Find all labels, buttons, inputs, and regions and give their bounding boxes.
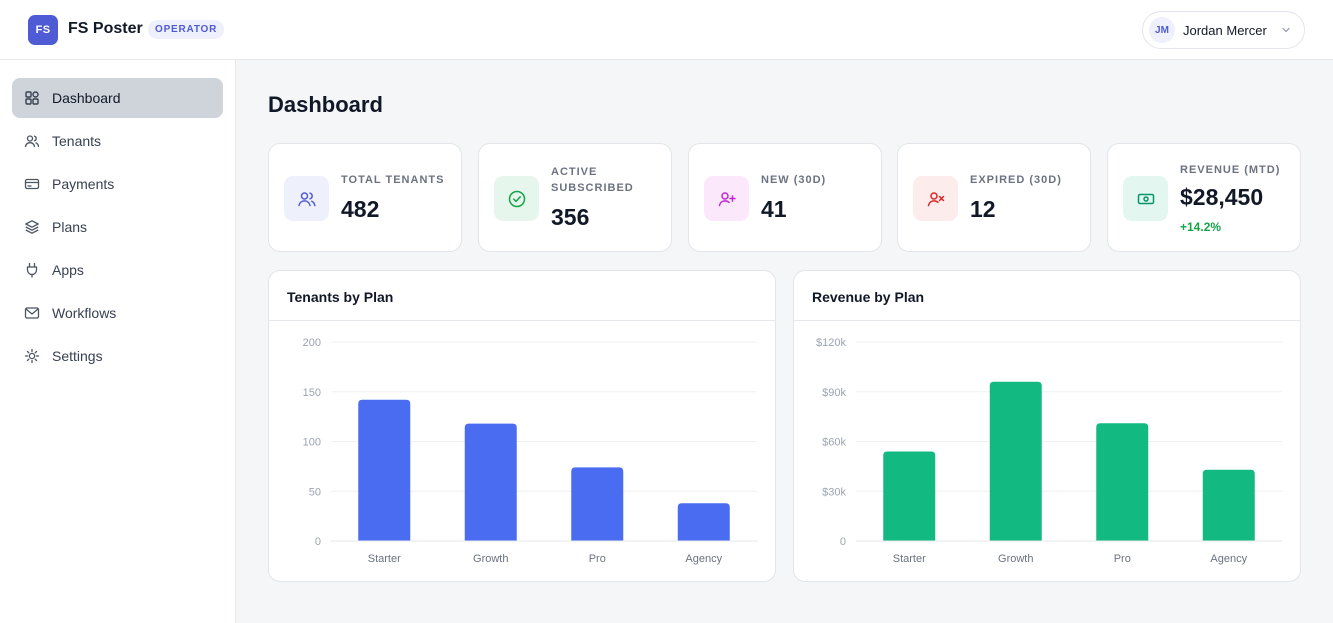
app-logo[interactable]: FS — [28, 15, 58, 45]
stat-label: TOTAL TENANTS — [341, 174, 445, 186]
revenue-by-plan-chart: 0 $30k $60k $90k $120k Starter Growth Pro Agency — [816, 337, 1282, 565]
stat-delta: +14.2% — [1180, 220, 1222, 234]
x-tick-label: Agency — [685, 553, 722, 565]
top-bar: FS FS Poster OPERATOR JM Jordan Mercer — [0, 0, 1333, 60]
sidebar-item-plans[interactable]: Plans — [12, 207, 223, 247]
chart-card-revenue-by-plan: Revenue by Plan 0 $30k $60k $90k $120k Starte… — [793, 270, 1301, 582]
y-tick-label: $60k — [822, 437, 846, 449]
chart-title: Tenants by Plan — [269, 271, 775, 321]
stat-value: 356 — [551, 204, 590, 230]
sidebar-item-label: Plans — [52, 219, 88, 235]
y-tick-label: $120k — [816, 337, 846, 349]
stat-icon-box — [704, 176, 749, 221]
stat-icon-box — [494, 176, 539, 221]
x-tick-label: Pro — [589, 553, 606, 565]
x-tick-label: Growth — [998, 553, 1033, 565]
sidebar-item-label: Workflows — [52, 305, 117, 321]
stat-value: 12 — [970, 196, 996, 222]
users-icon — [297, 191, 316, 206]
x-tick-label: Growth — [473, 553, 508, 565]
layers-icon — [25, 220, 39, 234]
page-title: Dashboard — [268, 92, 383, 117]
x-tick-label: Starter — [368, 553, 401, 565]
x-tick-label: Pro — [1114, 553, 1131, 565]
y-tick-label: 50 — [309, 486, 321, 498]
stat-label: REVENUE (MTD) — [1180, 164, 1281, 176]
stat-icon-box — [284, 176, 329, 221]
stat-label: NEW (30D) — [761, 174, 827, 186]
bar-starter[interactable] — [358, 399, 411, 541]
chart-card-tenants-by-plan: Tenants by Plan 0 50 100 150 200 Starter Growt… — [268, 270, 776, 582]
banknote-icon — [1137, 193, 1154, 204]
sidebar-item-apps[interactable]: Apps — [12, 250, 223, 290]
bar-pro[interactable] — [1096, 423, 1149, 541]
stat-label: EXPIRED (30D) — [970, 174, 1062, 186]
sidebar-item-label: Payments — [52, 176, 115, 192]
stat-card-expired-30d: EXPIRED (30D) 12 — [897, 143, 1091, 252]
check-circle-icon — [508, 190, 525, 207]
y-tick-label: $30k — [822, 486, 846, 498]
y-tick-label: 150 — [303, 387, 321, 399]
sidebar-item-tenants[interactable]: Tenants — [12, 121, 223, 161]
stat-value: 482 — [341, 196, 380, 222]
user-plus-icon — [718, 191, 736, 206]
sidebar-item-label: Settings — [52, 348, 103, 364]
stat-card-total-tenants: TOTAL TENANTS 482 — [268, 143, 462, 252]
y-tick-label: 100 — [303, 437, 321, 449]
sidebar-item-label: Dashboard — [52, 90, 121, 106]
y-tick-label: 0 — [840, 536, 846, 548]
user-x-icon — [927, 191, 944, 206]
stat-icon-box — [913, 176, 958, 221]
chart-title: Revenue by Plan — [794, 271, 1300, 321]
chevron-down-icon — [1282, 27, 1290, 33]
stat-value: $28,450 — [1180, 184, 1264, 210]
sun-gear-icon — [24, 348, 40, 364]
app-name: FS Poster — [68, 20, 143, 37]
stat-value: 41 — [761, 196, 787, 222]
sidebar-item-dashboard[interactable]: Dashboard — [12, 78, 223, 118]
x-tick-label: Agency — [1210, 553, 1247, 565]
user-menu-button[interactable]: JM Jordan Mercer — [1142, 11, 1305, 49]
sidebar: Dashboard Tenants Payments Plans Apps Wo… — [0, 60, 236, 623]
stat-card-new-30d: NEW (30D) 41 — [688, 143, 882, 252]
stat-card-revenue-mtd: REVENUE (MTD) $28,450 +14.2% — [1107, 143, 1301, 252]
sidebar-item-settings[interactable]: Settings — [12, 336, 223, 376]
plug-icon — [26, 262, 38, 278]
bar-starter[interactable] — [883, 451, 936, 541]
bar-agency[interactable] — [677, 503, 730, 541]
avatar: JM — [1149, 17, 1175, 43]
sidebar-item-label: Apps — [52, 262, 84, 278]
sidebar-item-label: Tenants — [52, 133, 102, 149]
x-tick-label: Starter — [893, 553, 926, 565]
grid-icon — [25, 91, 39, 105]
y-tick-label: $90k — [822, 387, 846, 399]
bar-growth[interactable] — [989, 381, 1042, 541]
y-tick-label: 0 — [315, 536, 321, 548]
sidebar-item-workflows[interactable]: Workflows — [12, 293, 223, 333]
sidebar-item-payments[interactable]: Payments — [12, 164, 223, 204]
stat-icon-box — [1123, 176, 1168, 221]
bar-agency[interactable] — [1202, 469, 1255, 541]
stat-label: ACTIVE SUBSCRIBED — [551, 166, 634, 194]
stat-card-active-subscribed: ACTIVE SUBSCRIBED 356 — [478, 143, 672, 252]
credit-card-icon — [24, 178, 40, 190]
bar-growth[interactable] — [464, 423, 517, 541]
users-icon — [24, 135, 40, 148]
bar-pro[interactable] — [571, 467, 624, 541]
mail-icon — [24, 307, 40, 319]
role-badge: OPERATOR — [148, 20, 225, 39]
tenants-by-plan-chart: 0 50 100 150 200 Starter Growth Pro Agency — [303, 337, 757, 565]
y-tick-label: 200 — [303, 337, 321, 349]
user-name: Jordan Mercer — [1183, 22, 1267, 38]
